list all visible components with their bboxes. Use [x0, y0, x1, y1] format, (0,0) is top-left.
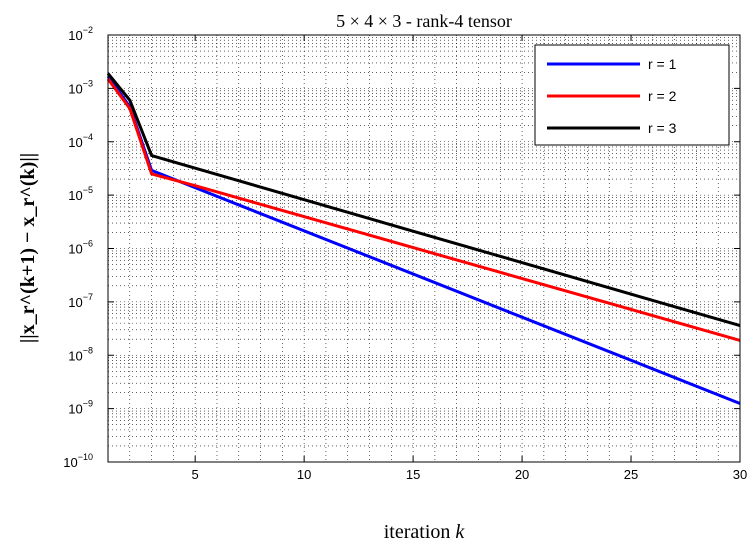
x-axis-label: iteration k — [384, 521, 466, 543]
y-tick-exponent: −10 — [78, 452, 93, 462]
y-tick-label: 10−4 — [68, 132, 93, 150]
x-tick-label: 25 — [624, 467, 638, 482]
x-tick-label: 5 — [192, 467, 199, 482]
legend: r = 1 r = 2 r = 3 — [534, 44, 730, 146]
chart-title: 5 × 4 × 3 - rank-4 tensor — [336, 11, 512, 31]
y-tick-exponent: −7 — [83, 292, 93, 302]
y-tick-label: 10−5 — [68, 185, 93, 203]
y-tick-exponent: −3 — [83, 78, 93, 88]
ticks — [108, 34, 741, 463]
y-tick-exponent: −9 — [83, 399, 93, 409]
y-tick-exponent: −8 — [83, 345, 93, 355]
x-tick-label: 10 — [297, 467, 311, 482]
y-tick-base: 10 — [68, 81, 82, 96]
x-tick-labels: 5 10 15 20 25 30 — [192, 467, 748, 482]
grid — [108, 35, 740, 462]
y-tick-base: 10 — [68, 28, 82, 43]
y-tick-label: 10−9 — [68, 399, 93, 417]
legend-label-r3: r = 3 — [648, 120, 677, 136]
y-tick-label: 10−6 — [68, 239, 93, 257]
y-tick-label: 10−3 — [68, 78, 93, 96]
x-tick-label: 30 — [733, 467, 747, 482]
y-tick-exponent: −5 — [83, 185, 93, 195]
y-tick-label: 10−8 — [68, 345, 93, 363]
x-tick-label: 20 — [515, 467, 529, 482]
y-tick-base: 10 — [68, 188, 82, 203]
y-tick-label: 10−2 — [68, 25, 93, 43]
y-tick-base: 10 — [63, 455, 77, 470]
series-line-r2 — [106, 78, 741, 342]
x-axis-label-prefix: iteration — [384, 521, 456, 543]
y-tick-base: 10 — [68, 402, 82, 417]
series-layer — [106, 72, 741, 405]
x-tick-label: 15 — [406, 467, 420, 482]
legend-label-r2: r = 2 — [648, 88, 677, 104]
y-tick-base: 10 — [68, 295, 82, 310]
y-axis-label: ||x_r^(k+1) − x_r^(k)|| — [17, 153, 39, 343]
y-tick-label: 10−7 — [68, 292, 93, 310]
y-tick-exponent: −2 — [83, 25, 93, 35]
y-tick-exponent: −6 — [83, 239, 93, 249]
legend-label-r1: r = 1 — [648, 56, 677, 72]
y-tick-base: 10 — [68, 135, 82, 150]
y-tick-label: 10−10 — [63, 452, 93, 470]
y-tick-base: 10 — [68, 242, 82, 257]
series-line-r3 — [106, 72, 741, 328]
y-tick-exponent: −4 — [83, 132, 93, 142]
y-tick-base: 10 — [68, 348, 82, 363]
x-axis-label-var: k — [455, 521, 465, 543]
